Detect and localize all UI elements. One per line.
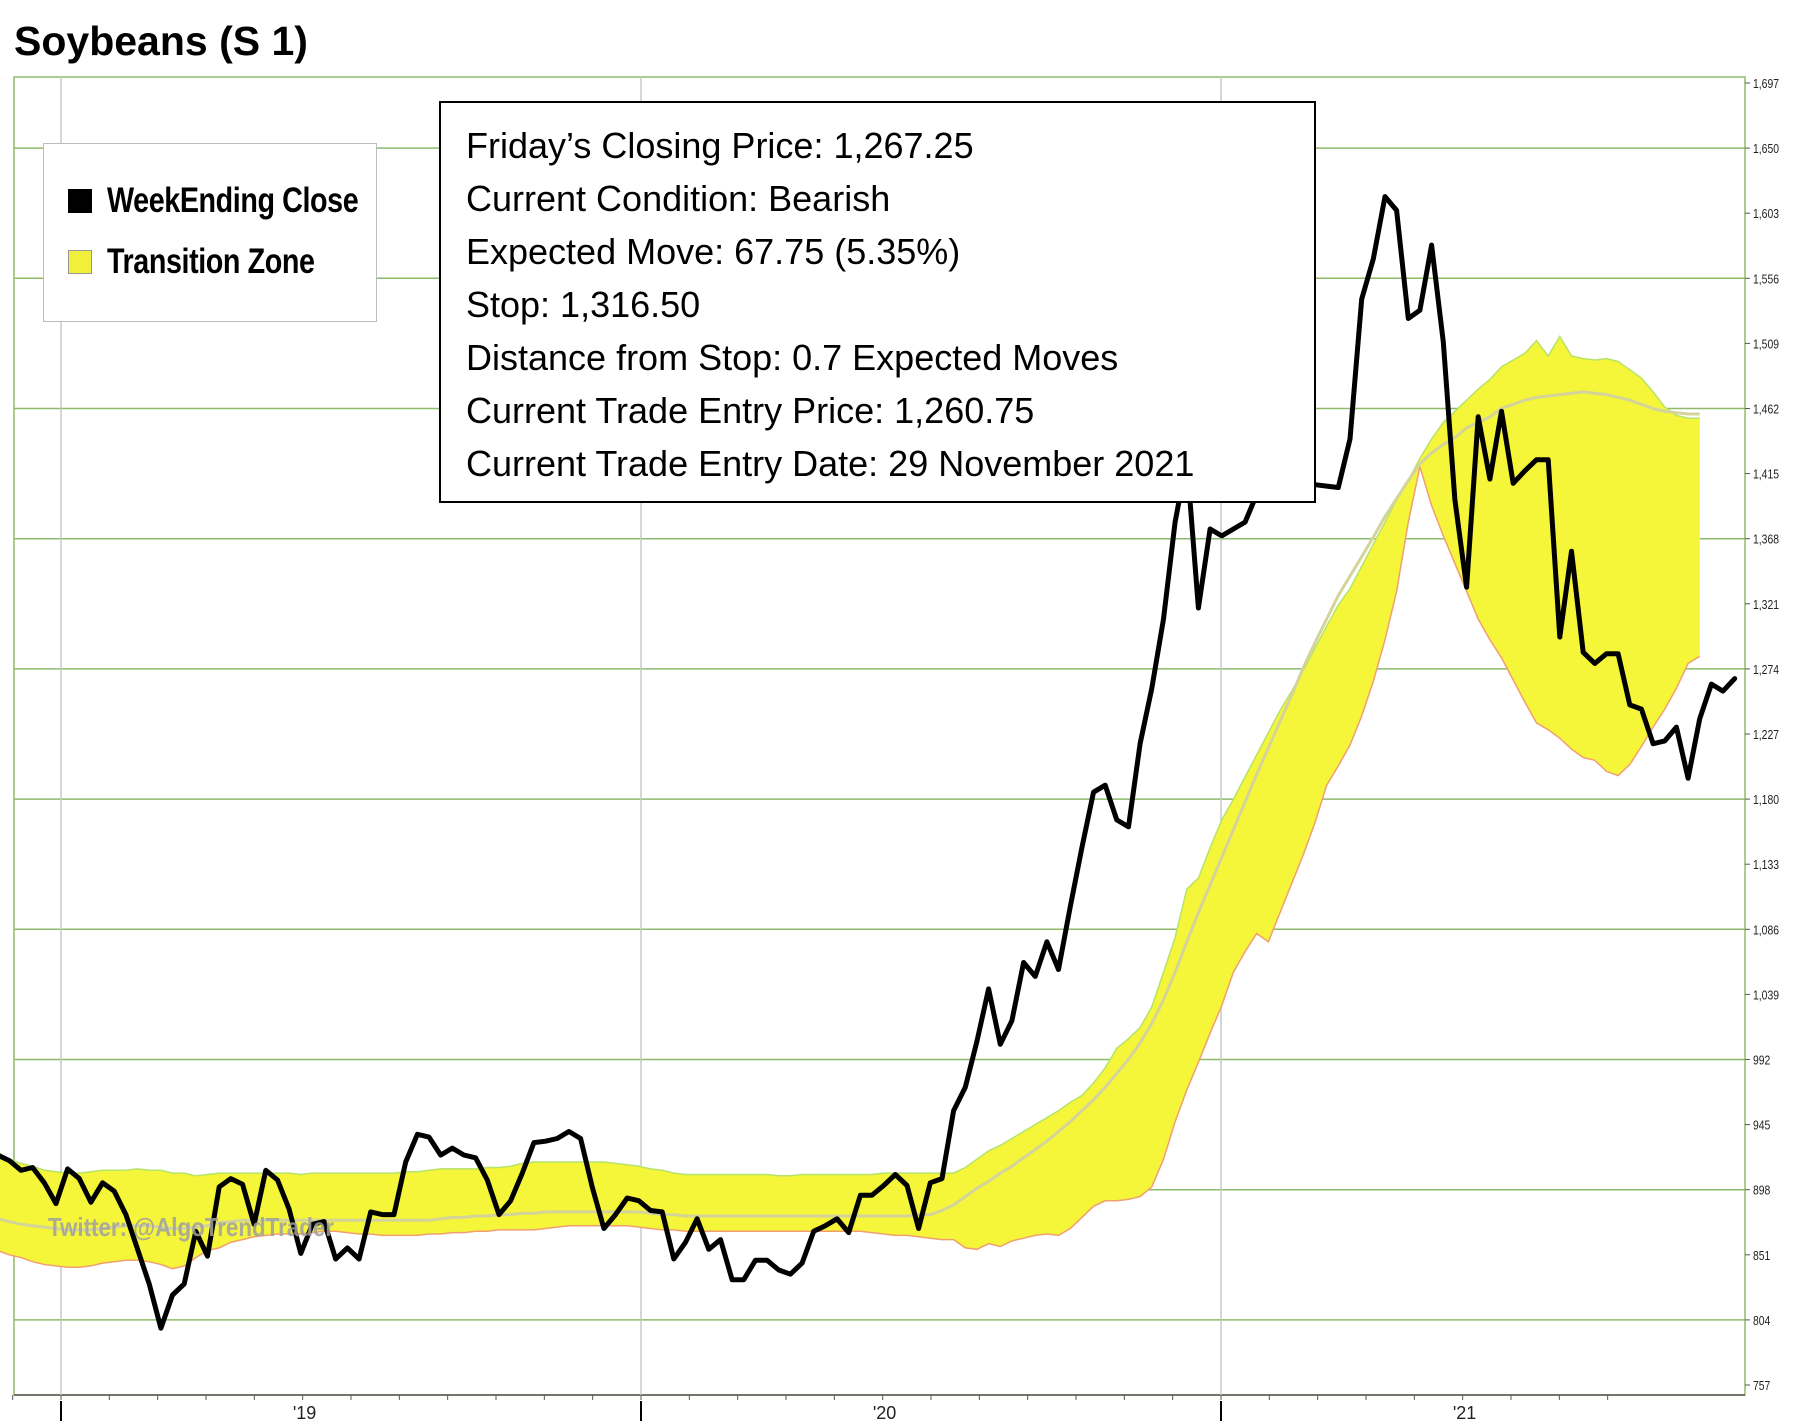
y-tick-label: 1,415 [1753,468,1779,482]
y-tick-label: 851 [1753,1249,1770,1263]
legend: WeekEnding Close Transition Zone [43,143,377,322]
y-tick-label: 1,368 [1753,533,1779,547]
y-tick-label: 898 [1753,1184,1771,1198]
y-tick-label: 1,039 [1753,988,1779,1002]
info-closing-price: Friday’s Closing Price: 1,267.25 [466,125,974,166]
transition-zone-fill [0,336,1700,1269]
x-tick-label: '19 [293,1403,316,1421]
legend-label-close: WeekEnding Close [107,181,359,220]
y-tick-label: 1,650 [1753,142,1779,156]
y-tick-label: 1,321 [1753,598,1779,612]
price-line [0,194,1738,1331]
weekending-close-series [0,194,1738,1331]
y-tick-label: 1,227 [1753,728,1779,742]
trade-info-box: Friday’s Closing Price: 1,267.25 Current… [439,101,1316,503]
y-tick-label: 757 [1753,1379,1770,1393]
y-tick-label: 1,180 [1753,793,1779,807]
legend-item-zone: Transition Zone [68,242,360,282]
legend-item-close: WeekEnding Close [68,181,413,221]
y-tick-label: 1,462 [1753,402,1779,416]
x-tick-label: '21 [1453,1403,1476,1421]
transition-zone-midline [0,390,1700,1232]
zone-lower-edge [0,466,1701,1270]
y-axis-tick-labels: 757 804 851 898 945 992 1,039 1,086 1,133 1,180 1,… [1745,77,1779,1393]
legend-swatch-close [68,189,92,213]
y-tick-label: 1,509 [1753,337,1779,351]
x-axis-tick-labels: '19 '20 '21 [12,1395,1609,1421]
y-tick-label: 1,556 [1753,272,1779,286]
y-tick-label: 1,697 [1753,77,1779,91]
info-condition: Current Condition: Bearish [466,178,891,219]
y-tick-label: 1,133 [1753,858,1779,872]
legend-label-zone: Transition Zone [107,242,315,281]
info-expected-move: Expected Move: 67.75 (5.35%) [466,231,961,272]
chart-title: Soybeans (S 1) [14,18,308,64]
info-entry-date: Current Trade Entry Date: 29 November 20… [466,443,1195,484]
midline-path [0,390,1700,1232]
y-tick-label: 1,274 [1753,663,1779,677]
info-stop: Stop: 1,316.50 [466,284,701,325]
y-tick-label: 1,603 [1753,207,1779,221]
info-entry-price: Current Trade Entry Price: 1,260.75 [466,390,1035,431]
y-tick-label: 1,086 [1753,923,1779,937]
legend-swatch-zone [68,250,92,274]
y-tick-label: 804 [1753,1314,1771,1328]
x-tick-label: '20 [873,1403,896,1421]
watermark-text: Twitter: @AlgoTrendTrader [48,1212,335,1242]
info-distance-from-stop: Distance from Stop: 0.7 Expected Moves [466,337,1119,378]
y-tick-label: 945 [1753,1119,1771,1133]
y-tick-label: 992 [1753,1053,1770,1067]
